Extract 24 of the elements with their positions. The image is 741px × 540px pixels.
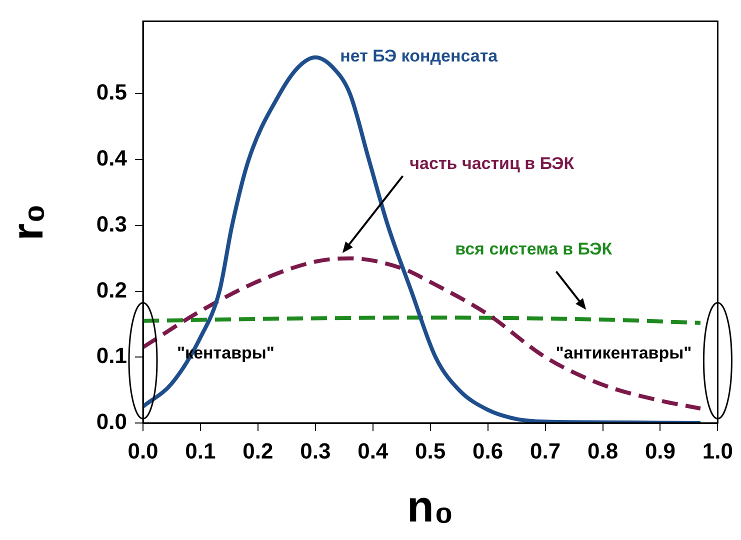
series-label: нет БЭ конденсата [340, 46, 498, 66]
annotation: "антикентавры" [556, 343, 692, 362]
x-tick-label: 0.3 [300, 438, 331, 464]
text: вся система в БЭК [455, 239, 613, 258]
x-tick-label: 0.0 [128, 438, 158, 464]
x-tick-label: 0.6 [472, 438, 504, 464]
x-axis-title: n₀ [406, 482, 454, 532]
y-axis-title: r₀ [4, 204, 53, 241]
y-tick-label: 0.4 [96, 146, 128, 171]
y-tick-label: 0.0 [96, 409, 127, 434]
y-tick-label: 0.1 [96, 343, 127, 368]
y-tick-label: 0.5 [96, 80, 127, 105]
x-tick-label: 0.5 [415, 438, 446, 464]
x-tick-label: 0.7 [530, 438, 561, 464]
x-tick-label: 0.1 [185, 438, 216, 464]
x-tick-label: 0.8 [587, 438, 618, 464]
x-tick-label: 0.4 [358, 438, 389, 464]
text: часть частиц в БЭК [410, 154, 575, 173]
y-tick-label: 0.2 [96, 277, 127, 302]
x-tick-label: 0.2 [242, 438, 274, 464]
y-tick-label: 0.3 [96, 211, 127, 236]
x-tick-label: 0.9 [644, 438, 676, 464]
x-tick-label: 1.0 [702, 438, 734, 464]
line-series [143, 256, 702, 411]
